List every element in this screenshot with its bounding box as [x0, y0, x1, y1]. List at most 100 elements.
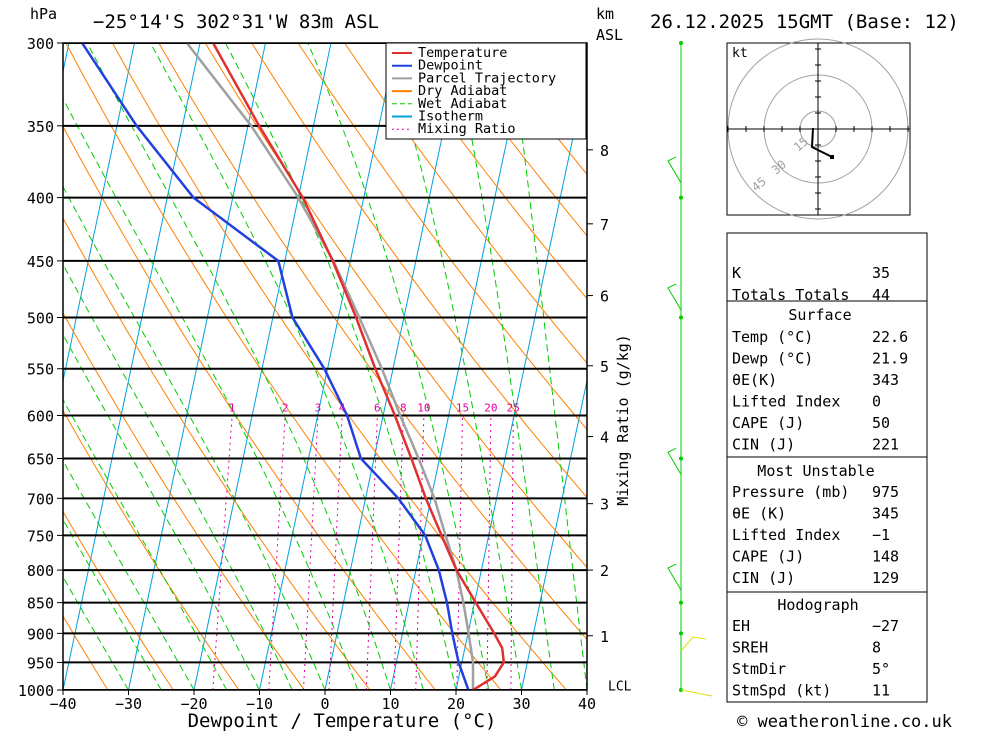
- index-label: K: [732, 264, 741, 282]
- wind-barb: [680, 636, 707, 652]
- isotherm-line: [193, 43, 332, 690]
- km-tick-label: 3: [600, 496, 609, 514]
- temperature-tick-label: −30: [115, 695, 142, 713]
- mixing-ratio-tick-label: 10: [417, 401, 430, 414]
- pressure-unit-label: hPa: [30, 5, 57, 23]
- mixing-ratio-line: [510, 415, 514, 690]
- x-axis-title: Dewpoint / Temperature (°C): [188, 710, 497, 732]
- hodograph-row-label: StmDir: [732, 660, 786, 678]
- index-value: 44: [872, 286, 890, 304]
- legend-label: Wet Adiabat: [418, 96, 507, 112]
- copyright-footer: © weatheronline.co.uk: [737, 712, 952, 732]
- pressure-axis: 300 350 400 450 500 550 600 650 700 750 800 850 900 9…: [18, 35, 63, 700]
- dewpoint-line: [81, 43, 470, 690]
- isobar-lines: [63, 43, 587, 690]
- pressure-tick-label: 1000: [18, 682, 54, 700]
- mixing-ratio-tick-label: 1: [229, 401, 236, 414]
- mixing-ratio-tick-label: 6: [374, 401, 381, 414]
- pressure-tick-label: 600: [27, 407, 54, 425]
- mixing-ratio-line: [486, 415, 492, 690]
- most-unstable-row-value: 345: [872, 505, 899, 523]
- km-tick-label: 8: [600, 142, 609, 160]
- temperature-tick-label: −10: [246, 695, 273, 713]
- surface-frame: [726, 300, 928, 458]
- wet-adiabat: [63, 97, 359, 690]
- most-unstable-frame: [726, 456, 928, 593]
- surface-rows: Temp (°C) 22.6 Dewp (°C) 21.9 θE(K) 343 Lifted…: [732, 328, 908, 454]
- isotherm-line: [259, 43, 397, 690]
- plot-area: [0, 43, 587, 690]
- isotherm-line: [0, 43, 4, 690]
- temperature-tick-label: 20: [447, 695, 465, 713]
- temperature-tick-label: 10: [381, 695, 399, 713]
- hodograph-unit: kt: [732, 46, 748, 61]
- index-value: 35: [872, 264, 890, 282]
- parcel-trajectory-line: [185, 43, 475, 690]
- index-label: Totals Totals: [732, 286, 849, 304]
- surface-row-label: θE(K): [732, 371, 777, 389]
- mixing-ratio-tick-label: 4: [339, 401, 346, 414]
- temperature-tick-label: 40: [578, 695, 596, 713]
- most-unstable-row-label: θE (K): [732, 505, 786, 523]
- mixing-ratio-line: [302, 415, 319, 690]
- pressure-tick-label: 650: [27, 451, 54, 469]
- temperature-tick-label: 0: [320, 695, 329, 713]
- plot-frame: [62, 42, 588, 691]
- pressure-tick-label: 850: [27, 595, 54, 613]
- wind-level-dot: [679, 315, 683, 320]
- location-title: −25°14'S 302°31'W 83m ASL: [93, 11, 379, 33]
- mixing-ratio-line: [415, 415, 425, 690]
- surface-row-label: Lifted Index: [732, 393, 840, 411]
- km-tick-label: 2: [600, 562, 609, 580]
- isotherm-line: [63, 43, 135, 384]
- mixing-ratio-tick-label: 3: [315, 401, 322, 414]
- surface-row-label: CAPE (J): [732, 414, 804, 432]
- mixing-ratio-tick-label: 25: [507, 401, 520, 414]
- dry-adiabat: [63, 615, 109, 690]
- km-axis: 1 2 3 4 5 6 7 8 LCL: [587, 142, 632, 694]
- temperature-tick-label: 30: [512, 695, 530, 713]
- surface-row-value: 343: [872, 371, 899, 389]
- hodograph-row-value: 11: [872, 682, 890, 700]
- surface-table: Surface Temp (°C) 22.6 Dewp (°C) 21.9 θE(K) 3…: [726, 300, 928, 458]
- km-tick-label: 5: [600, 358, 609, 376]
- legend-label: Isotherm: [418, 109, 483, 125]
- dry-adiabat: [63, 510, 174, 690]
- hodograph-row-value: −27: [872, 617, 899, 635]
- legend-label: Parcel Trajectory: [418, 70, 556, 86]
- surface-row-value: 50: [872, 414, 890, 432]
- pressure-tick-label: 700: [27, 490, 54, 508]
- hodograph-table-frame: [726, 591, 928, 703]
- wet-adiabat: [150, 43, 424, 690]
- hodograph-row-label: SREH: [732, 639, 768, 657]
- wet-adiabat: [86, 43, 391, 690]
- mixing-ratio-tick-label: 20: [484, 401, 497, 414]
- most-unstable-rows: Pressure (mb) 975 θE (K) 345 Lifted Index −1 C…: [732, 483, 899, 587]
- dry-adiabat: [436, 43, 587, 237]
- hodograph-row-value: 8: [872, 639, 881, 657]
- mixing-ratio-line: [456, 415, 464, 690]
- legend-label: Mixing Ratio: [418, 121, 516, 137]
- most-unstable-table: Most Unstable Pressure (mb) 975 θE (K) 345 L…: [726, 456, 928, 593]
- most-unstable-row-value: 148: [872, 548, 899, 566]
- temperature-tick-label: −40: [49, 695, 76, 713]
- most-unstable-row-label: CIN (J): [732, 569, 795, 587]
- hodograph-trace: [810, 127, 833, 158]
- legend-label: Temperature: [418, 45, 507, 61]
- legend-label: Dry Adiabat: [418, 83, 507, 99]
- mixing-ratio-line: [268, 415, 286, 690]
- most-unstable-row-label: CAPE (J): [732, 548, 804, 566]
- wind-barb: [667, 283, 682, 311]
- pressure-tick-label: 800: [27, 562, 54, 580]
- mixing-ratio-tick-label: 8: [400, 401, 407, 414]
- temperature-axis: −40 −30 −20 −10 0 10 20 30 40: [49, 690, 596, 713]
- surface-row-label: Temp (°C): [732, 328, 813, 346]
- wind-level-dot: [679, 600, 683, 605]
- lcl-label: LCL: [608, 679, 632, 694]
- surface-title: Surface: [788, 306, 851, 324]
- pressure-tick-label: 450: [27, 253, 54, 271]
